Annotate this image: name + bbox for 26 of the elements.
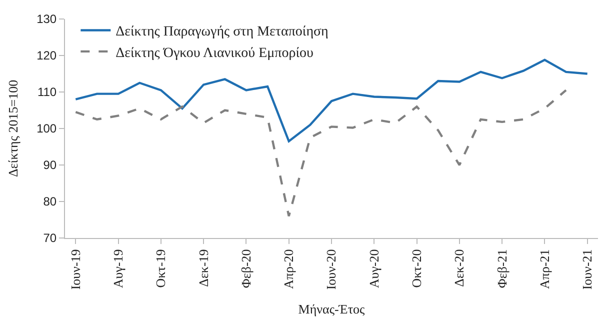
x-tick-label: Φεβ-21 [494, 249, 510, 288]
y-tick-label: 100 [36, 122, 57, 136]
x-tick-label: Ιουν-19 [68, 249, 83, 290]
y-tick-label: 80 [43, 194, 57, 209]
x-tick-label: Οκτ-19 [153, 249, 168, 288]
x-tick-label: Ιουν-20 [324, 249, 339, 290]
y-tick-label: 130 [36, 12, 57, 26]
x-tick-label: Φεβ-20 [238, 249, 254, 288]
y-axis-title: Δείκτης 2015=100 [6, 80, 21, 178]
x-tick-label: Δεκ-20 [452, 249, 467, 287]
x-tick-label: Δεκ-19 [196, 249, 211, 287]
x-tick-label: Αυγ-19 [110, 249, 126, 288]
x-tick-label: Αυγ-20 [366, 249, 382, 288]
line-series [74, 89, 568, 218]
x-tick-label: Απρ-21 [536, 249, 552, 289]
legend-label: Δείκτης Παραγωγής στη Μεταποίηση [116, 24, 328, 40]
x-tick-label: Οκτ-20 [409, 249, 424, 288]
y-tick-label: 120 [36, 48, 57, 63]
y-tick-label: 110 [37, 85, 57, 100]
y-tick-label: 70 [43, 231, 57, 246]
x-axis-title: Μήνας-Έτος [298, 301, 366, 316]
legend-label: Δείκτης Όγκου Λιανικού Εμπορίου [116, 46, 314, 61]
y-tick-label: 90 [43, 158, 57, 172]
line-series [74, 58, 588, 142]
x-tick-label: Ιουν-21 [580, 249, 595, 290]
x-tick-label: Απρ-20 [281, 249, 296, 289]
